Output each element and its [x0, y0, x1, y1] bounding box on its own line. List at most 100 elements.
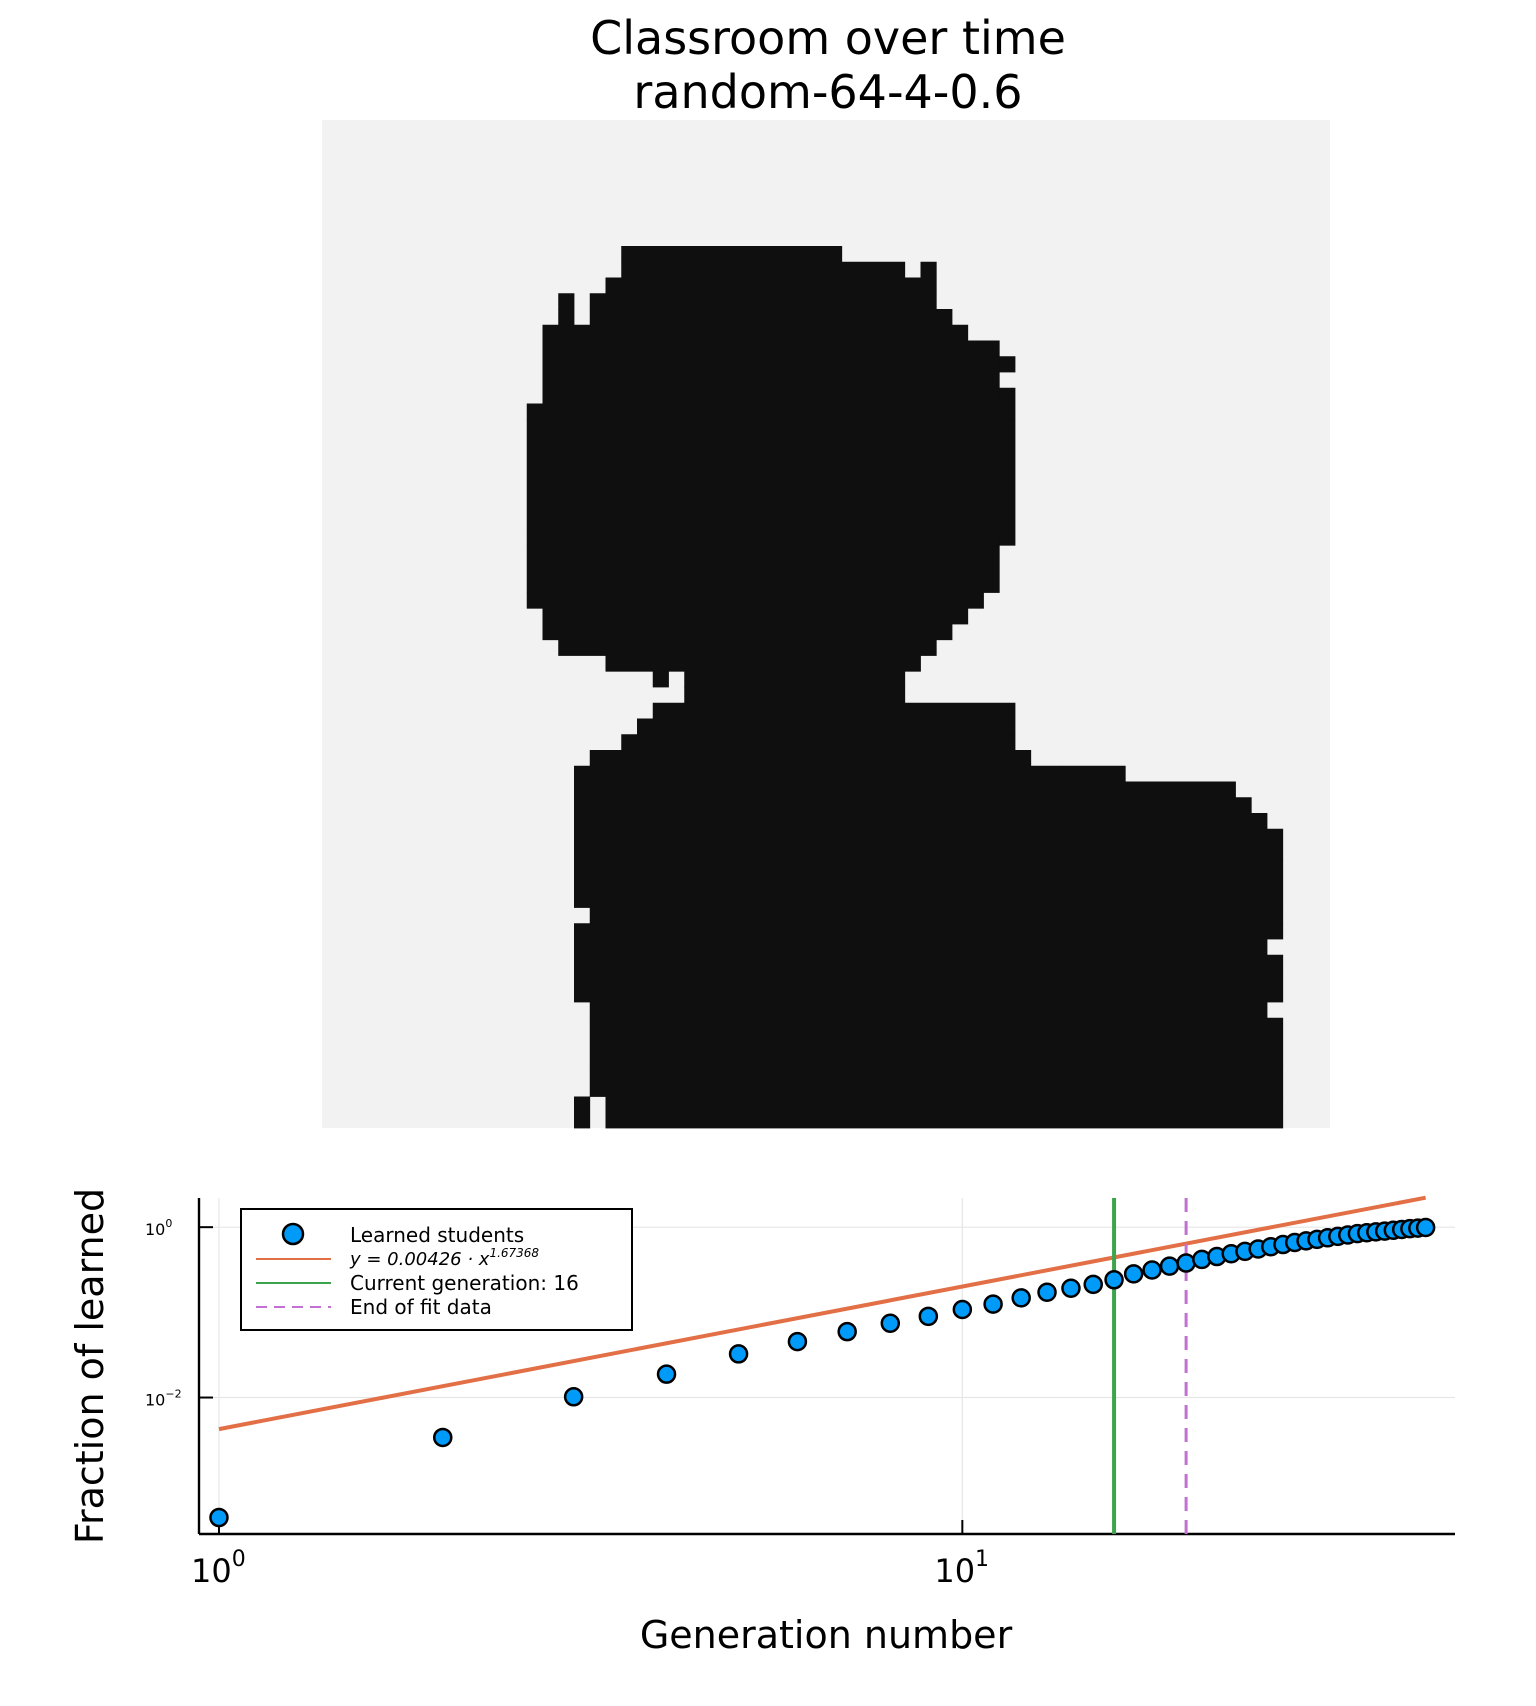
learned-cell-block — [542, 340, 1000, 357]
learned-cell-block — [589, 309, 953, 326]
data-point — [787, 1331, 808, 1352]
legend-label-end-fit: End of fit data — [350, 1295, 492, 1319]
data-point — [1061, 1278, 1081, 1298]
learned-cell-block — [574, 923, 1284, 940]
learned-cell-block — [1062, 765, 1126, 782]
data-point — [837, 1321, 857, 1342]
learned-cell-block — [574, 765, 1063, 782]
learned-cell-block — [542, 624, 953, 641]
data-point — [1011, 1288, 1031, 1308]
learned-cell-block — [574, 1096, 591, 1129]
data-point — [880, 1313, 901, 1333]
data-point — [983, 1294, 1003, 1314]
learned-cell-block — [999, 356, 1016, 373]
learned-cell-block — [589, 907, 1284, 924]
legend-label-current: Current generation: 16 — [350, 1271, 579, 1295]
learned-cell-block — [526, 529, 1000, 546]
x-tick-base: 10 — [934, 1552, 975, 1590]
legend: Learned students y = 0.00426 · x1.67368 … — [240, 1208, 633, 1331]
y-tick-label: 100 — [145, 1217, 172, 1239]
x-tick-exponent: 1 — [975, 1547, 989, 1572]
data-point — [563, 1387, 584, 1407]
learned-cell-block — [589, 293, 937, 310]
learned-cell-block — [526, 403, 1016, 420]
x-tick-label: 101 — [934, 1547, 989, 1590]
learned-cell-block — [605, 655, 921, 672]
learned-cell-block — [558, 293, 575, 310]
legend-label-fit-exponent: 1.67368 — [489, 1246, 539, 1260]
learned-cell-block — [542, 356, 1000, 373]
learned-cell-block — [605, 1096, 1284, 1129]
legend-marker-learned — [281, 1222, 305, 1246]
data-point — [1123, 1264, 1144, 1284]
figure-title-line1: Classroom over time — [590, 11, 1066, 65]
learned-cell-block — [589, 750, 1032, 767]
learned-cell-block — [558, 639, 937, 656]
data-point — [728, 1344, 749, 1364]
learned-cell-block — [542, 372, 1000, 389]
learned-cell-block — [574, 954, 1284, 971]
x-tick-exponent: 0 — [232, 1547, 246, 1572]
learned-cell-block — [574, 828, 1284, 861]
learned-cell-block — [574, 781, 1236, 798]
data-point — [952, 1299, 973, 1320]
learned-cell-block — [574, 797, 1252, 814]
learned-cell-block — [542, 324, 969, 341]
learned-cell-block — [652, 702, 1016, 719]
y-axis-label: Fraction of learned — [68, 1188, 112, 1544]
data-point — [656, 1364, 677, 1384]
learned-cell-block — [589, 1017, 1284, 1066]
learned-cell-block — [621, 261, 906, 278]
learned-cell-block — [526, 592, 984, 609]
data-point — [918, 1306, 939, 1327]
data-point — [209, 1507, 229, 1528]
learned-cells — [526, 246, 1284, 1129]
legend-label-fit-base: y = 0.00426 · x — [349, 1249, 490, 1270]
learned-cell-block — [542, 608, 969, 625]
learned-cell-block — [574, 939, 1268, 956]
data-point — [1159, 1256, 1180, 1276]
x-axis-label: Generation number — [640, 1613, 1013, 1657]
chart-axes — [197, 1198, 1455, 1536]
learned-cell-block — [999, 387, 1016, 404]
y-tick-base: 10 — [145, 1220, 165, 1239]
learned-cell-block — [621, 246, 843, 263]
legend-label-learned: Learned students — [350, 1223, 524, 1247]
fit-line — [218, 1195, 1427, 1432]
data-point — [1037, 1282, 1057, 1303]
learned-cell-block — [652, 671, 669, 688]
classroom-grid — [322, 120, 1330, 1129]
learned-cell-block — [526, 419, 1016, 530]
learned-students-points — [209, 1217, 1436, 1528]
learned-cell-block — [589, 1002, 1268, 1019]
legend-box — [240, 1208, 633, 1331]
learned-cell-block — [526, 545, 1000, 593]
y-tick-label: 10−2 — [145, 1388, 182, 1410]
learned-cell-block — [574, 970, 1284, 1003]
learned-cell-block — [621, 734, 1016, 751]
learned-cell-block — [574, 813, 1268, 830]
fit-line-path — [218, 1195, 1427, 1432]
learned-cell-block — [684, 671, 906, 688]
learned-cell-block — [920, 261, 937, 278]
x-axis-ticks: 100 101 — [191, 1520, 989, 1590]
data-point — [1104, 1270, 1124, 1290]
learned-cell-block — [637, 718, 1016, 735]
learned-cell-block — [558, 309, 575, 326]
y-tick-base: 10 — [145, 1391, 165, 1410]
figure-title-line2: random-64-4-0.6 — [633, 65, 1022, 119]
data-point — [1083, 1274, 1103, 1295]
learned-cell-block — [542, 387, 1000, 404]
learned-cell-block — [589, 1065, 1284, 1097]
learned-cell-block — [605, 277, 937, 294]
learned-cell-block — [684, 687, 906, 704]
data-point — [1176, 1253, 1196, 1273]
learned-cell-block — [999, 529, 1016, 546]
x-tick-label: 100 — [191, 1547, 246, 1590]
data-point — [1415, 1217, 1436, 1238]
legend-label-fit: y = 0.00426 · x1.67368 — [349, 1246, 539, 1270]
y-tick-exponent: 0 — [165, 1217, 172, 1230]
